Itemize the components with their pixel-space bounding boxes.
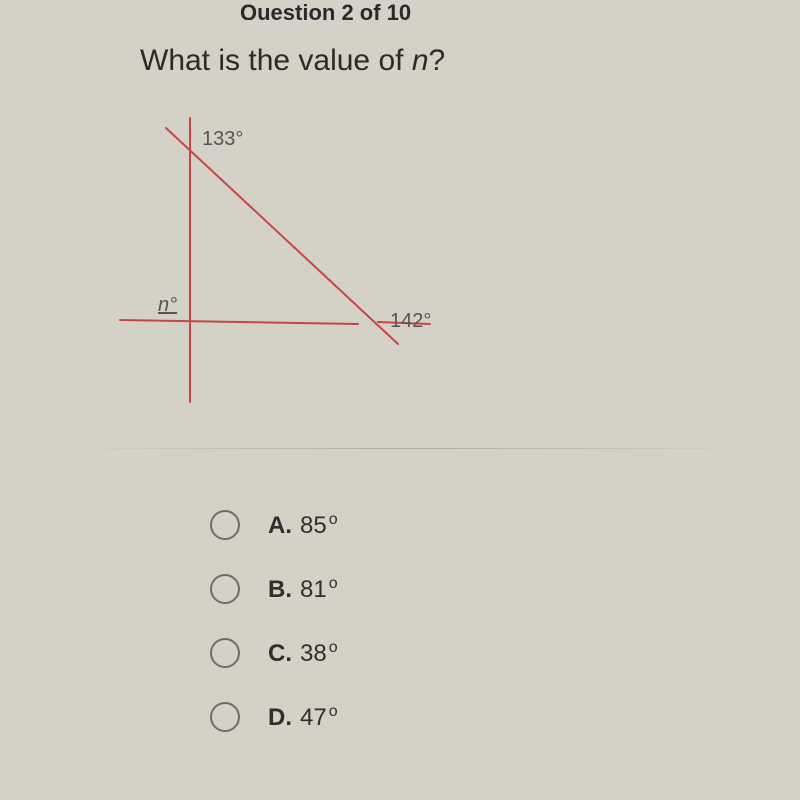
degree-icon: o [329,575,338,592]
horizontal-line [120,320,358,324]
angle-label-top: 133° [202,128,243,151]
question-prefix: What is the value of [140,44,412,77]
geometry-figure: 133° n° 142° [110,110,470,410]
diagonal-line [166,128,398,344]
option-value: 81 [300,576,327,603]
option-text: A. 85o [268,511,338,540]
option-letter: C. [268,640,292,667]
angle-label-n: n° [158,294,177,317]
degree-icon: o [329,639,338,656]
radio-icon [210,702,240,732]
question-suffix: ? [429,44,446,77]
radio-icon [210,510,240,540]
section-divider [60,448,760,449]
question-variable: n [412,44,429,77]
radio-icon [210,638,240,668]
option-a[interactable]: A. 85o [210,510,338,540]
option-value: 47 [300,704,327,731]
figure-lines [110,110,470,410]
header-fragment: Question 2 of 10 [0,0,800,20]
option-value: 85 [300,512,327,539]
degree-icon: o [329,511,338,528]
degree-icon: o [329,703,338,720]
option-text: D. 47o [268,703,338,732]
radio-icon [210,574,240,604]
option-value: 38 [300,640,327,667]
option-c[interactable]: C. 38o [210,638,338,668]
option-letter: A. [268,512,292,539]
option-text: C. 38o [268,639,338,668]
angle-label-right: 142° [390,310,431,333]
question-text: What is the value of n? [140,44,445,78]
option-d[interactable]: D. 47o [210,702,338,732]
option-letter: D. [268,704,292,731]
option-letter: B. [268,576,292,603]
answer-options: A.85o B.81o C.38o D.47o [210,510,338,766]
option-b[interactable]: B. 81o [210,574,338,604]
option-text: B. 81o [268,575,338,604]
